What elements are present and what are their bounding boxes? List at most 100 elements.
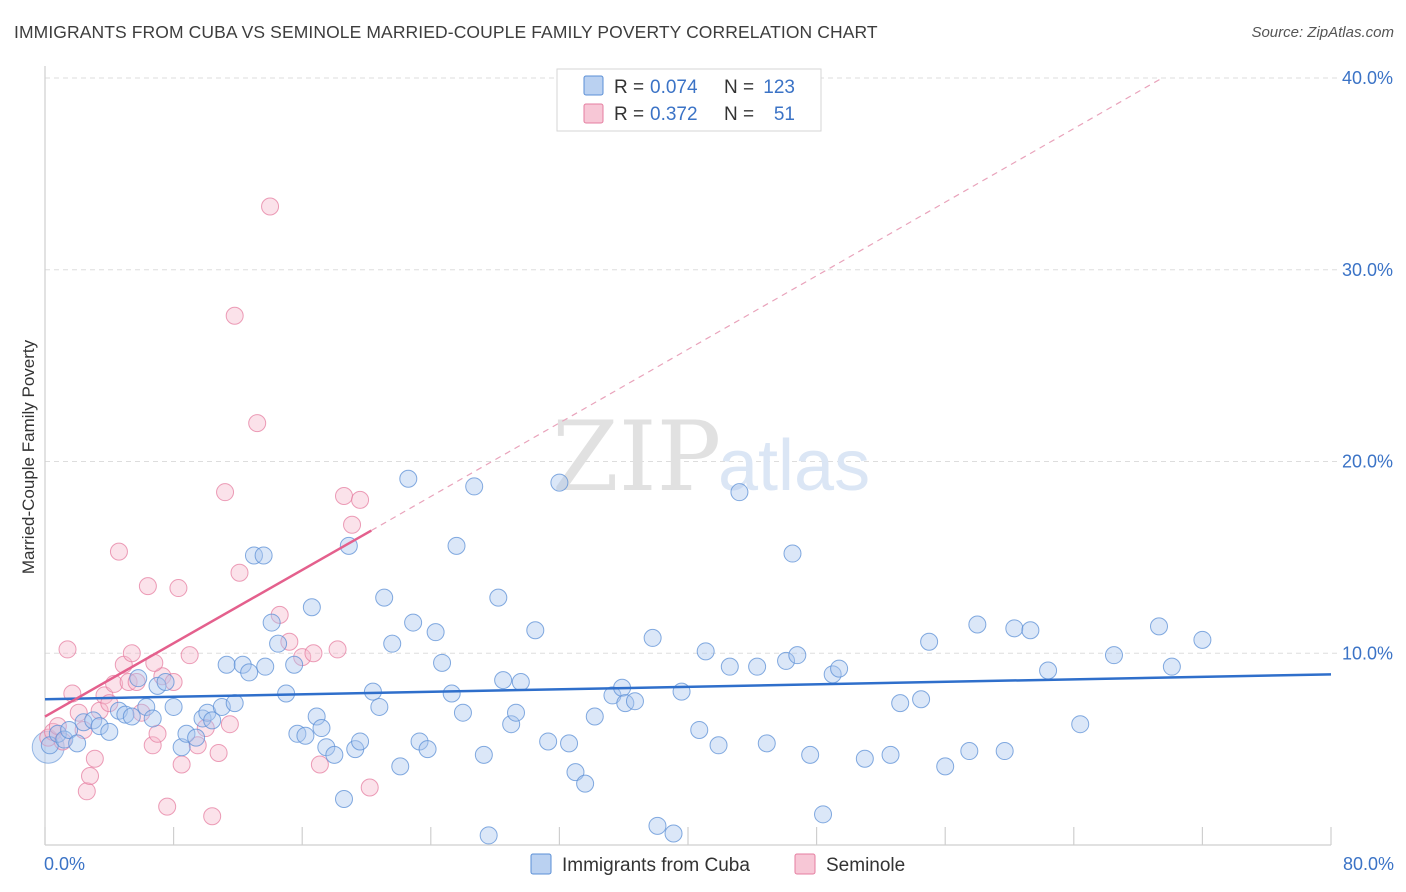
cuba-point-88 bbox=[730, 483, 749, 502]
cuba-point-23 bbox=[203, 711, 222, 730]
cuba-point-82 bbox=[664, 824, 683, 843]
cuba-point-8 bbox=[100, 722, 119, 741]
cuba-point-68 bbox=[511, 673, 530, 692]
cuba-point-33 bbox=[269, 634, 288, 653]
legend-r-label-cuba: R = bbox=[614, 77, 644, 98]
cuba-point-50 bbox=[383, 634, 402, 653]
cuba-point-4 bbox=[68, 734, 87, 753]
cuba-point-14 bbox=[143, 709, 162, 728]
seminole-point-40 bbox=[280, 632, 299, 651]
cuba-point-52 bbox=[399, 469, 418, 488]
cuba-point-19 bbox=[177, 724, 196, 743]
seminole-point-29 bbox=[188, 736, 207, 755]
cuba-point-31 bbox=[256, 657, 275, 676]
cuba-point-64 bbox=[489, 588, 508, 607]
cuba-point-10 bbox=[116, 705, 135, 724]
cuba-point-75 bbox=[585, 707, 604, 726]
y-tick-label-0: 10.0% bbox=[1342, 643, 1393, 663]
cuba-point-99 bbox=[881, 745, 900, 764]
seminole-point-44 bbox=[328, 640, 347, 659]
seminole-point-31 bbox=[203, 807, 222, 826]
cuba-point-27 bbox=[233, 655, 252, 674]
watermark-atlas: atlas bbox=[718, 426, 870, 506]
cuba-point-94 bbox=[801, 745, 820, 764]
bottom-legend-swatch-cuba bbox=[530, 853, 552, 875]
top-legend: R = 0.074 N = 123 R = 0.372 N = 51 bbox=[556, 68, 822, 132]
cuba-trend-line bbox=[44, 673, 1332, 701]
cuba-point-38 bbox=[302, 598, 321, 617]
cuba-point-85 bbox=[696, 642, 715, 661]
legend-swatch-cuba bbox=[583, 75, 604, 96]
ticks-layer: 0.0% 80.0% 10.0% 20.0% 30.0% 40.0% bbox=[44, 68, 1394, 874]
cuba-point-25 bbox=[217, 655, 236, 674]
seminole-point-25 bbox=[158, 797, 177, 816]
cuba-point-29 bbox=[244, 546, 263, 565]
cuba-point-107 bbox=[1005, 619, 1024, 638]
watermark-zip: ZIP bbox=[552, 401, 721, 513]
cuba-point-74 bbox=[576, 774, 595, 793]
cuba-point-17 bbox=[164, 697, 183, 716]
cuba-point-105 bbox=[968, 615, 987, 634]
cuba-point-70 bbox=[539, 732, 558, 751]
cuba-point-26 bbox=[225, 694, 244, 713]
seminole-point-0 bbox=[39, 728, 58, 747]
seminole-point-49 bbox=[169, 579, 188, 598]
chart-title: IMMIGRANTS FROM CUBA VS SEMINOLE MARRIED… bbox=[14, 22, 878, 42]
cuba-point-91 bbox=[777, 651, 796, 670]
cuba-point-35 bbox=[285, 655, 304, 674]
legend-r-label-seminole: R = bbox=[614, 104, 644, 125]
seminole-point-8 bbox=[77, 782, 96, 801]
cuba-point-16 bbox=[156, 673, 175, 692]
cuba-point-93 bbox=[788, 646, 807, 665]
seminole-point-20 bbox=[132, 703, 151, 722]
cuba-point-20 bbox=[187, 728, 206, 747]
cuba-point-114 bbox=[1193, 630, 1212, 649]
trend-layer bbox=[44, 77, 1332, 718]
seminole-point-46 bbox=[343, 515, 362, 534]
cuba-point-49 bbox=[375, 588, 394, 607]
cuba-point-79 bbox=[625, 692, 644, 711]
seminole-point-18 bbox=[122, 644, 141, 663]
seminole-trend-extension bbox=[371, 77, 1163, 532]
seminole-point-28 bbox=[180, 646, 199, 665]
cuba-point-90 bbox=[757, 734, 776, 753]
bottom-legend-swatch-seminole bbox=[794, 853, 816, 875]
bottom-legend: Immigrants from Cuba Seminole bbox=[530, 853, 905, 876]
cuba-point-59 bbox=[447, 536, 466, 555]
legend-n-value-cuba: 123 bbox=[763, 77, 795, 98]
seminole-point-6 bbox=[69, 703, 88, 722]
cuba-point-62 bbox=[474, 745, 493, 764]
bottom-legend-label-seminole: Seminole bbox=[826, 855, 905, 876]
cuba-point-11 bbox=[122, 707, 141, 726]
seminole-point-37 bbox=[248, 414, 267, 433]
seminole-point-30 bbox=[196, 719, 215, 738]
cuba-point-108 bbox=[1021, 621, 1040, 640]
cuba-point-48 bbox=[370, 697, 389, 716]
cuba-point-58 bbox=[442, 684, 461, 703]
cuba-point-61 bbox=[465, 477, 484, 496]
cuba-point-56 bbox=[426, 623, 445, 642]
cuba-point-40 bbox=[312, 719, 331, 738]
bottom-legend-label-cuba: Immigrants from Cuba bbox=[562, 855, 750, 876]
seminole-point-42 bbox=[304, 644, 323, 663]
cuba-point-100 bbox=[891, 694, 910, 713]
seminole-point-15 bbox=[109, 542, 128, 561]
cuba-point-112 bbox=[1149, 617, 1168, 636]
cuba-point-71 bbox=[550, 473, 569, 492]
seminole-point-27 bbox=[172, 755, 191, 774]
cuba-point-87 bbox=[720, 657, 739, 676]
seminole-point-35 bbox=[225, 306, 244, 325]
cuba-point-46 bbox=[351, 732, 370, 751]
cuba-point-104 bbox=[960, 742, 979, 761]
seminole-trend-line bbox=[44, 529, 372, 718]
seminole-point-10 bbox=[85, 749, 104, 768]
seminole-point-45 bbox=[334, 487, 353, 506]
legend-swatch-seminole bbox=[583, 103, 604, 124]
cuba-point-103 bbox=[936, 757, 955, 776]
x-tick-label-1: 80.0% bbox=[1343, 854, 1394, 874]
cuba-point-84 bbox=[690, 720, 709, 739]
seminole-point-9 bbox=[81, 766, 100, 785]
cuba-point-37 bbox=[296, 726, 315, 745]
cuba-point-67 bbox=[506, 703, 525, 722]
